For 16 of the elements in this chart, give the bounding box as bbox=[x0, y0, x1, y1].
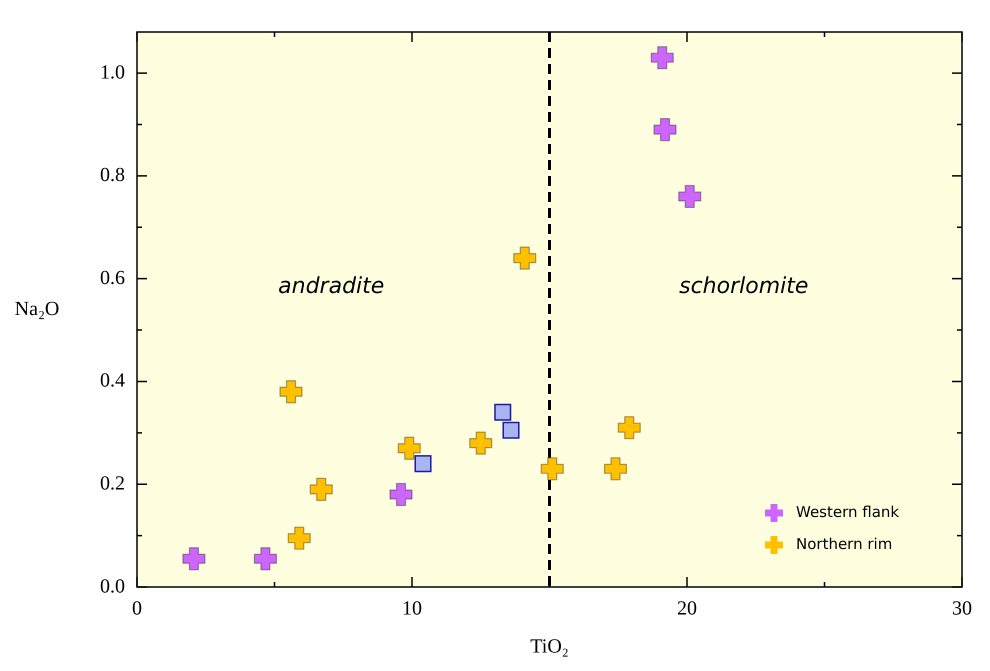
legend-label: Western flank bbox=[796, 502, 900, 521]
y-tick-label: 1.0 bbox=[100, 61, 125, 84]
y-tick-label: 0.8 bbox=[100, 164, 125, 186]
y-tick-label: 0.4 bbox=[100, 370, 125, 392]
legend-label: Northern rim bbox=[796, 534, 892, 553]
annotation: schorlomite bbox=[679, 274, 808, 300]
x-tick-label: 20 bbox=[677, 597, 697, 620]
y-tick-label: 0.2 bbox=[100, 472, 125, 494]
y-tick-label: 0.6 bbox=[100, 266, 125, 289]
x-tick-label: 30 bbox=[952, 597, 972, 620]
y-tick-label: 0.0 bbox=[100, 575, 125, 598]
x-tick-label: 0 bbox=[132, 597, 142, 620]
x-tick-label: 10 bbox=[402, 597, 422, 620]
y-axis-title: Na₂O bbox=[14, 298, 60, 320]
annotation: andradite bbox=[278, 274, 384, 300]
x-axis-title: TiO₂ bbox=[530, 635, 569, 658]
